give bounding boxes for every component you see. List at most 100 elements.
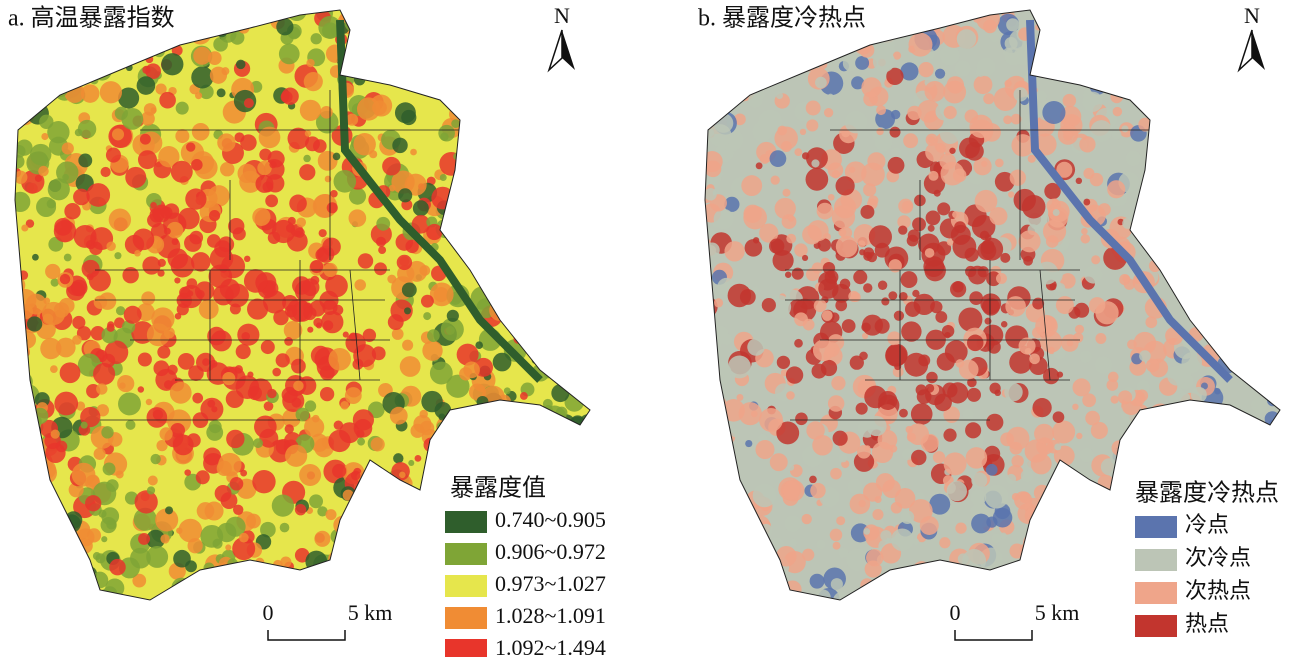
map-patch	[225, 544, 232, 551]
map-patch	[1251, 444, 1260, 453]
map-patch	[186, 278, 198, 289]
map-patch	[530, 441, 550, 461]
map-patch	[31, 499, 53, 521]
map-patch	[117, 374, 135, 393]
map-patch	[1069, 12, 1085, 28]
map-patch	[989, 31, 1001, 42]
map-patch	[34, 597, 47, 600]
map-patch	[430, 481, 446, 498]
map-patch	[1244, 461, 1265, 482]
map-patch	[276, 18, 294, 36]
map-patch	[174, 10, 196, 23]
map-patch	[946, 76, 965, 94]
map-patch	[1003, 47, 1013, 58]
map-patch	[152, 204, 171, 223]
map-patch	[832, 430, 848, 446]
map-patch	[374, 46, 383, 55]
map-patch	[958, 307, 983, 332]
map-patch	[806, 421, 825, 440]
map-patch	[510, 35, 518, 43]
map-patch	[1148, 259, 1162, 273]
map-patch	[1225, 78, 1248, 102]
map-patch	[370, 437, 385, 452]
map-patch	[1262, 140, 1280, 159]
map-patch	[984, 484, 1009, 509]
map-patch	[38, 548, 60, 571]
map-patch	[822, 50, 831, 59]
map-patch	[748, 93, 763, 108]
map-patch	[1185, 39, 1198, 52]
map-patch	[551, 126, 570, 144]
map-patch	[1237, 133, 1258, 153]
legend-swatch	[445, 607, 487, 629]
map-patch	[940, 161, 965, 186]
map-patch	[155, 83, 167, 95]
map-patch	[302, 583, 313, 594]
map-patch	[1218, 278, 1232, 292]
map-patch	[568, 224, 576, 232]
map-patch	[15, 80, 25, 98]
map-patch	[214, 484, 232, 502]
map-patch	[316, 580, 339, 600]
map-patch	[1265, 237, 1280, 253]
map-patch	[382, 156, 401, 176]
map-patch	[304, 130, 312, 137]
map-patch	[918, 233, 940, 256]
map-patch	[1021, 194, 1046, 219]
map-patch	[525, 184, 543, 202]
map-patch	[405, 239, 419, 254]
map-patch	[1253, 438, 1262, 447]
map-patch	[254, 415, 277, 439]
map-patch	[1094, 356, 1113, 374]
map-patch	[404, 536, 425, 557]
map-patch	[1190, 293, 1207, 310]
map-patch	[1138, 210, 1158, 230]
map-patch	[836, 516, 846, 526]
map-patch	[555, 94, 564, 104]
map-patch	[1110, 395, 1119, 404]
map-patch	[861, 77, 882, 98]
map-patch	[418, 43, 441, 65]
map-patch	[101, 536, 108, 543]
map-patch	[1209, 64, 1216, 71]
map-patch	[752, 237, 760, 244]
map-patch	[473, 426, 490, 443]
map-patch	[859, 351, 868, 361]
map-patch	[1265, 526, 1272, 533]
map-patch	[63, 253, 72, 262]
map-patch	[977, 584, 995, 600]
map-patch	[304, 416, 325, 438]
map-patch	[503, 387, 511, 395]
map-patch	[563, 361, 586, 384]
map-patch	[1262, 100, 1280, 120]
map-patch	[391, 328, 404, 340]
map-patch	[579, 10, 590, 33]
map-patch	[892, 51, 902, 60]
map-patch	[740, 522, 749, 531]
map-patch	[1055, 282, 1066, 293]
map-patch	[315, 110, 339, 134]
map-patch	[216, 88, 226, 98]
map-patch	[1107, 597, 1115, 600]
map-patch	[423, 312, 432, 321]
map-patch	[901, 201, 913, 213]
map-patch	[410, 423, 425, 438]
legend-swatch	[1135, 582, 1177, 604]
map-patch	[1144, 569, 1159, 584]
map-patch	[538, 167, 548, 178]
map-patch	[903, 133, 919, 149]
map-patch	[1104, 529, 1129, 553]
map-patch	[404, 173, 427, 196]
map-patch	[1124, 437, 1147, 460]
north-arrow	[547, 29, 563, 73]
map-patch	[1127, 431, 1143, 447]
map-patch	[970, 436, 984, 449]
map-patch	[827, 395, 845, 412]
map-patch	[491, 284, 507, 301]
map-patch	[565, 312, 586, 333]
map-patch	[1181, 285, 1203, 307]
map-patch	[111, 44, 120, 52]
map-patch	[1180, 458, 1190, 468]
map-patch	[1081, 228, 1088, 235]
map-patch	[1169, 235, 1184, 250]
